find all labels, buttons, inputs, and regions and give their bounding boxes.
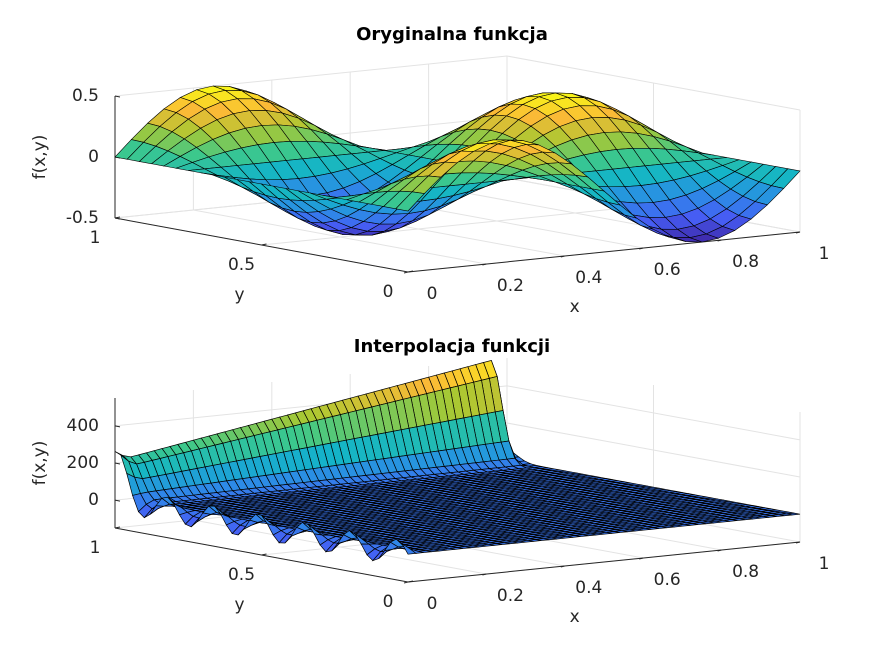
surface	[114, 85, 801, 243]
y-tick-label: 1	[90, 538, 101, 558]
y-tick-label: 0	[383, 282, 394, 302]
x-tick-label: 0.6	[654, 260, 681, 280]
x-tick	[482, 573, 487, 576]
x-tick-label: 1	[819, 244, 830, 264]
grid-line	[261, 204, 654, 246]
y-tick-label: 0	[383, 592, 394, 612]
y-tick	[407, 270, 414, 273]
x-tick-label: 1	[819, 554, 830, 574]
z-tick-label: -0.5	[66, 208, 99, 228]
y-tick-label: 0.5	[228, 565, 255, 585]
z-tick	[114, 499, 121, 502]
x-tick	[403, 581, 409, 584]
x-tick	[795, 541, 801, 544]
x-tick-label: 0.4	[575, 578, 602, 598]
x-tick	[403, 271, 409, 274]
z-tick	[114, 462, 121, 465]
surface-patch	[401, 543, 417, 555]
z-axis-label: f(x,y)	[30, 441, 50, 486]
x-axis-label: x	[570, 297, 580, 317]
y-tick	[407, 580, 414, 583]
x-tick	[717, 239, 722, 242]
z-tick	[114, 217, 121, 220]
z-tick-label: 400	[67, 416, 99, 436]
x-tick	[717, 549, 722, 552]
z-tick	[114, 95, 121, 98]
x-axis	[407, 541, 801, 583]
x-tick	[795, 231, 801, 234]
x-tick	[639, 557, 644, 560]
x-tick-label: 0.8	[732, 562, 759, 582]
chart-title: Interpolacja funkcji	[354, 336, 550, 357]
x-tick-label: 0.4	[575, 268, 602, 288]
grid-line	[114, 55, 508, 97]
x-tick-label: 0.2	[497, 276, 524, 296]
z-tick-label: 0	[88, 147, 99, 167]
x-axis-label: x	[570, 607, 580, 627]
x-tick	[639, 247, 644, 250]
x-tick-label: 0.6	[654, 570, 681, 590]
z-tick-label: 0	[88, 490, 99, 510]
chart-title: Oryginalna funkcja	[356, 24, 548, 45]
surface	[114, 359, 801, 562]
y-tick-label: 0.5	[228, 255, 255, 275]
x-tick	[560, 565, 565, 568]
z-axis-label: f(x,y)	[30, 135, 50, 180]
grid-line	[506, 385, 801, 441]
y-tick	[114, 526, 121, 529]
z-tick-label: 200	[67, 453, 99, 473]
x-tick	[482, 263, 487, 266]
y-tick	[261, 553, 267, 556]
x-tick-label: 0	[427, 594, 438, 614]
y-tick-label: 1	[90, 228, 101, 248]
z-tick	[114, 425, 121, 428]
z-tick-label: 0.5	[72, 86, 99, 106]
grid-line	[506, 422, 801, 478]
grid-line	[506, 55, 801, 111]
x-tick-label: 0	[427, 284, 438, 304]
y-tick	[261, 243, 267, 246]
y-axis-label: y	[234, 285, 244, 305]
x-axis	[407, 231, 801, 273]
x-tick-label: 0.2	[497, 586, 524, 606]
y-axis-label: y	[234, 595, 244, 615]
surface-patch	[395, 191, 425, 212]
x-tick	[560, 255, 565, 258]
x-tick-label: 0.8	[732, 252, 759, 272]
